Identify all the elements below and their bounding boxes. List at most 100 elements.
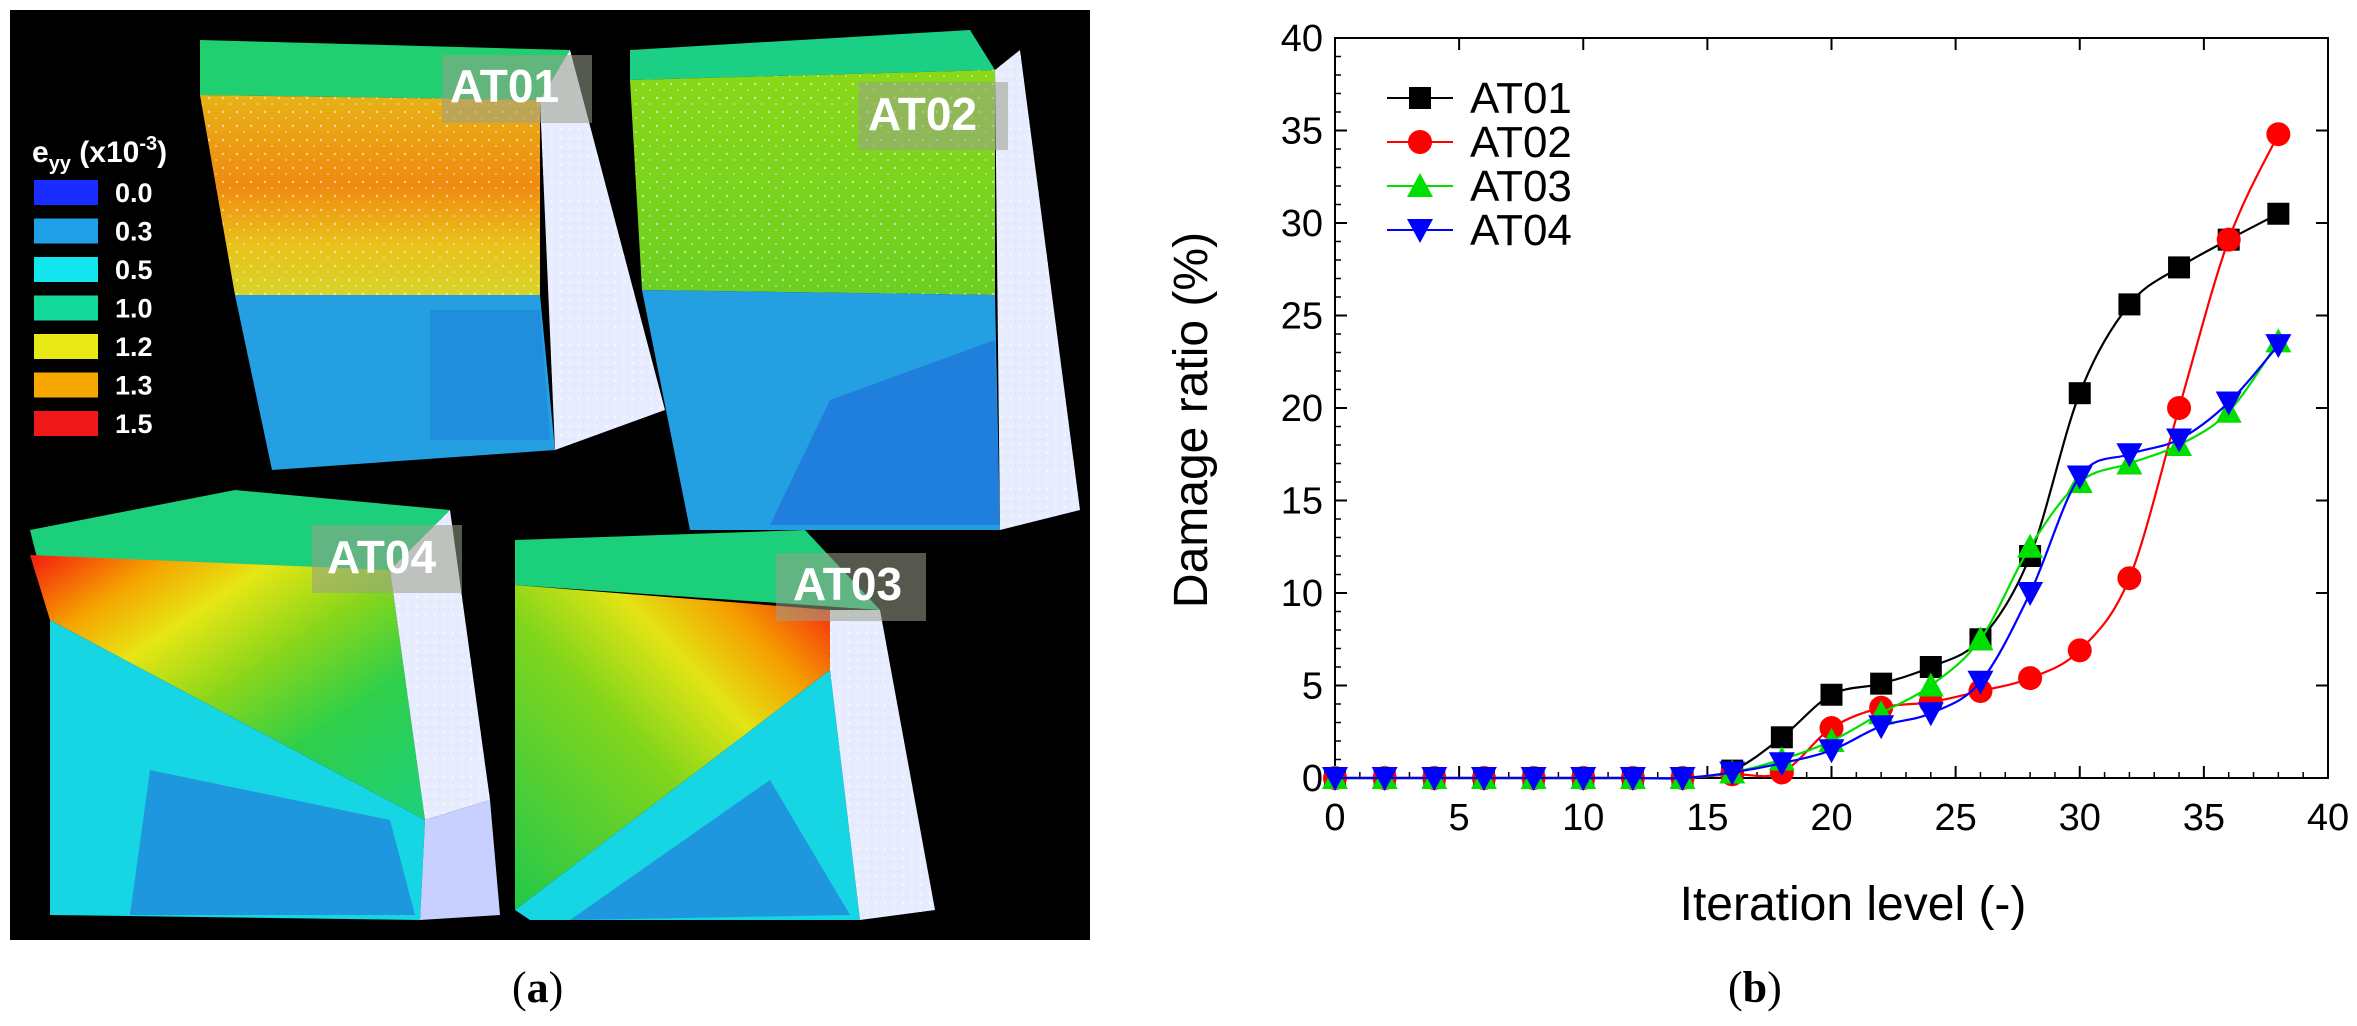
- data-point-AT04: [1719, 761, 1746, 786]
- strain-field-image: AT01 AT02 AT04 AT03 eyy (x10-3) 0.0 0.3 0.…: [10, 10, 1090, 940]
- data-point-AT04: [1768, 752, 1795, 777]
- legend-swatch-0.3: [34, 218, 98, 244]
- data-point-AT02: [2117, 566, 2142, 591]
- data-point-AT04: [1619, 767, 1646, 791]
- data-point-AT04: [1669, 767, 1696, 791]
- series-AT04: [1322, 334, 2292, 791]
- legend-swatch-0.5: [34, 257, 98, 282]
- data-point-AT01: [2168, 256, 2191, 279]
- y-tick-label: 5: [1302, 666, 1323, 708]
- x-tick-label: 30: [2059, 797, 2101, 839]
- legend-entry-AT01: AT01: [1387, 74, 1572, 123]
- series-AT03: [1322, 328, 2292, 789]
- x-tick-label: 40: [2307, 797, 2349, 839]
- data-point-AT02: [2167, 396, 2192, 420]
- y-tick-label: 30: [1281, 203, 1323, 245]
- data-point-AT04: [1470, 767, 1497, 791]
- legend-label: AT03: [1470, 162, 1572, 211]
- data-point-AT01: [2118, 293, 2141, 316]
- specimen-label-at01: AT01: [450, 60, 559, 112]
- legend-entry-AT02: AT02: [1387, 118, 1572, 167]
- legend-value: 0.5: [115, 255, 153, 285]
- y-tick-label: 20: [1281, 388, 1323, 430]
- specimen-at02: [630, 30, 1080, 530]
- specimen-label-at02: AT02: [868, 88, 977, 140]
- legend-label: AT04: [1470, 206, 1572, 255]
- x-tick-label: 20: [1810, 797, 1852, 839]
- legend-swatch-1.3: [34, 372, 98, 398]
- data-point-AT04: [1967, 670, 1994, 695]
- series-AT02: [1323, 122, 2291, 790]
- y-axis-label: Damage ratio (%): [1165, 232, 1218, 608]
- data-point-AT04: [2265, 334, 2292, 359]
- data-point-AT01: [2068, 382, 2091, 405]
- specimen-at04: [30, 490, 500, 920]
- caption-b: (b): [1728, 963, 1782, 1012]
- legend-swatch-1.0: [34, 295, 98, 321]
- legend-value: 0.3: [115, 217, 153, 247]
- legend-marker: [1407, 173, 1433, 197]
- y-tick-label: 40: [1281, 18, 1323, 60]
- data-point-AT01: [1919, 656, 1942, 678]
- data-point-AT04: [2066, 465, 2093, 490]
- x-tick-label: 15: [1686, 797, 1728, 839]
- data-point-AT04: [1520, 767, 1547, 791]
- y-tick-label: 15: [1281, 481, 1323, 523]
- data-point-AT01: [2267, 202, 2290, 225]
- data-point-AT01: [1820, 683, 1843, 706]
- data-point-AT04: [1322, 767, 1348, 791]
- legend-swatch-0.0: [34, 180, 98, 205]
- specimen-label-at03: AT03: [793, 558, 902, 610]
- data-point-AT04: [1868, 715, 1895, 740]
- data-point-AT02: [2216, 227, 2241, 252]
- specimen-at03: [515, 530, 935, 920]
- data-point-AT03: [2017, 533, 2044, 558]
- data-point-AT02: [2266, 122, 2291, 147]
- data-point-AT03: [1967, 626, 1994, 651]
- x-tick-label: 35: [2183, 797, 2225, 839]
- x-axis-label: Iteration level (-): [1680, 878, 2027, 931]
- legend-swatch-1.2: [34, 334, 98, 359]
- legend-marker: [1408, 130, 1432, 154]
- data-point-AT01: [1870, 672, 1893, 695]
- legend-label: AT02: [1470, 118, 1572, 167]
- y-tick-label: 10: [1281, 573, 1323, 615]
- legend-marker: [1409, 87, 1431, 109]
- legend-swatch-1.5: [34, 411, 98, 436]
- data-point-AT02: [2018, 666, 2043, 691]
- y-tick-label: 35: [1281, 111, 1323, 153]
- legend-marker: [1407, 219, 1433, 243]
- legend-value: 0.0: [115, 178, 153, 208]
- y-tick-label: 0: [1302, 758, 1323, 800]
- data-point-AT04: [1818, 739, 1845, 764]
- legend-value: 1.3: [115, 371, 153, 401]
- legend-value: 1.2: [115, 332, 153, 362]
- series-AT01: [1324, 202, 2290, 789]
- data-point-AT04: [1371, 767, 1398, 791]
- y-tick-label: 25: [1281, 296, 1323, 338]
- data-point-AT04: [2166, 428, 2193, 453]
- legend-entry-AT03: AT03: [1387, 162, 1572, 211]
- legend-value: 1.5: [115, 409, 153, 439]
- x-tick-label: 5: [1449, 797, 1470, 839]
- specimen-label-at04: AT04: [327, 531, 436, 583]
- data-point-AT03: [1917, 672, 1944, 697]
- x-tick-label: 25: [1934, 797, 1976, 839]
- legend-value: 1.0: [115, 294, 153, 324]
- x-tick-label: 0: [1324, 797, 1345, 839]
- data-point-AT04: [1917, 702, 1944, 727]
- strain-legend: eyy (x10-3) 0.0 0.3 0.5 1.0 1.2 1.3 1.5: [32, 133, 167, 439]
- specimen-at01: [200, 40, 665, 470]
- legend-entry-AT04: AT04: [1387, 206, 1572, 255]
- strain-legend-title: eyy (x10-3): [32, 133, 167, 175]
- x-tick-label: 10: [1562, 797, 1604, 839]
- caption-a: (a): [512, 963, 564, 1012]
- data-point-AT04: [2215, 391, 2242, 416]
- data-point-AT04: [2017, 582, 2044, 606]
- data-point-AT04: [1570, 767, 1597, 791]
- legend-label: AT01: [1470, 74, 1572, 123]
- data-point-AT04: [2116, 443, 2143, 468]
- data-point-AT02: [2067, 638, 2092, 663]
- data-point-AT01: [1770, 726, 1793, 749]
